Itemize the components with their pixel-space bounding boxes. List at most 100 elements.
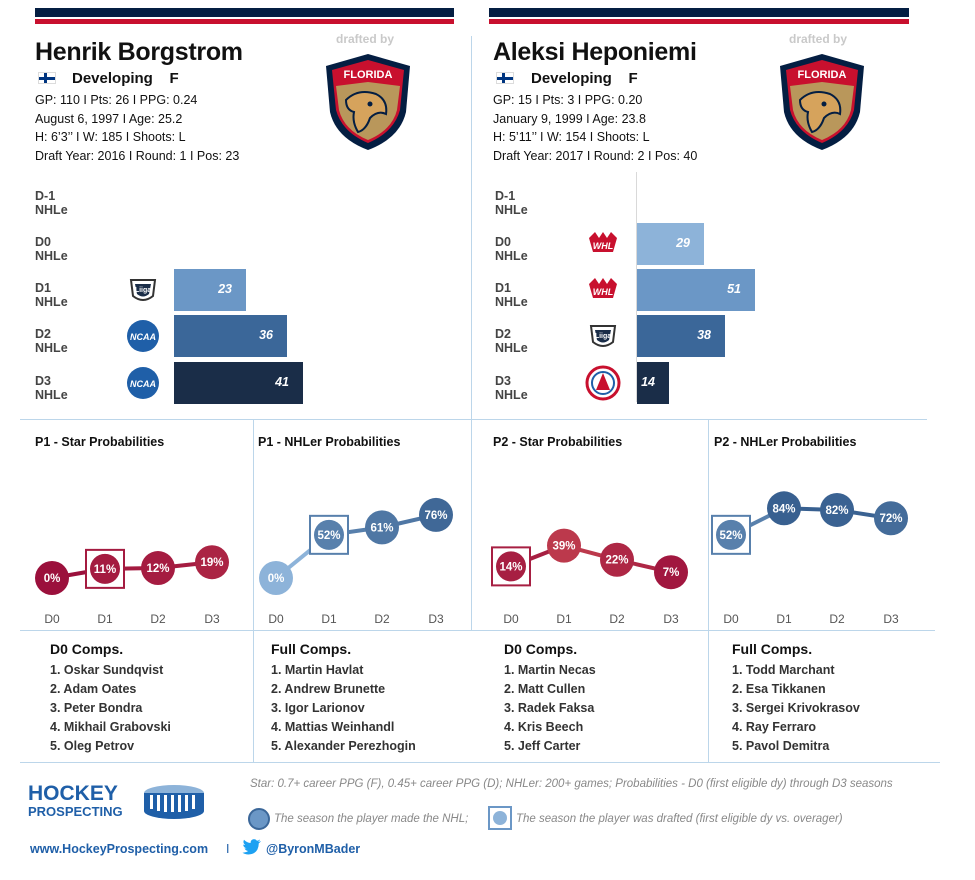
nhl-season-legend-icon [248, 808, 270, 830]
player-info: GP: 15 I Pts: 3 I PPG: 0.20 January 9, 1… [493, 91, 697, 165]
methodology-note: Star: 0.7+ career PPG (F), 0.45+ career … [250, 778, 893, 790]
x-tick-label: D2 [609, 612, 625, 626]
header-stripe-left [35, 8, 454, 28]
x-tick-label: D3 [663, 612, 679, 626]
nhle-row-label: D-1 NHLe [495, 189, 528, 217]
twitter-handle[interactable]: @ByronMBader [266, 842, 361, 856]
data-point [314, 519, 344, 550]
comp-item: 3. Igor Larionov [271, 701, 365, 715]
section-rule [20, 419, 927, 420]
footer-rule [20, 762, 940, 763]
info-line: H: 6’3’’ I W: 185 I Shoots: L [35, 130, 186, 144]
legend-drafted-text: The season the player was drafted (first… [516, 813, 843, 825]
nhle-bar: 38 [637, 315, 725, 357]
nhle-row-label: D0 NHLe [35, 235, 68, 263]
comps-full-player-2: Full Comps. 1. Todd Marchant 2. Esa Tikk… [732, 641, 860, 756]
svg-text:WHL: WHL [593, 287, 614, 297]
hockey-prospecting-logo[interactable]: HOCKEY PROSPECTING [28, 783, 123, 820]
comp-item: 4. Mattias Weinhandl [271, 720, 395, 734]
liiga-icon: Liiga [589, 325, 617, 347]
info-line: GP: 110 I Pts: 26 I PPG: 0.24 [35, 93, 198, 107]
data-label: 0% [268, 573, 285, 585]
data-point [716, 519, 746, 550]
column-divider [471, 36, 472, 631]
data-label: 0% [44, 573, 61, 585]
data-point [35, 561, 69, 595]
comp-item: 5. Alexander Perezhogin [271, 739, 416, 753]
x-tick-label: D1 [556, 612, 572, 626]
data-label: 52% [719, 530, 742, 542]
chart-title: P2 - NHLer Probabilities [714, 435, 857, 449]
info-line: GP: 15 I Pts: 3 I PPG: 0.20 [493, 93, 643, 107]
comps-d0-player-2: D0 Comps. 1. Martin Necas 2. Matt Cullen… [504, 641, 596, 756]
panel-divider [708, 420, 709, 762]
comp-item: 2. Andrew Brunette [271, 682, 386, 696]
whl-icon: WHL [589, 278, 617, 298]
comp-item: 3. Radek Faksa [504, 701, 595, 715]
nhle-row-label: D2 NHLe [495, 327, 528, 355]
liiga-icon: Liiga [129, 279, 157, 301]
svg-text:NCAA: NCAA [130, 379, 156, 389]
data-label: 22% [605, 555, 628, 567]
data-point [259, 561, 293, 595]
bar-axis-line [636, 172, 637, 402]
nhle-bar: 41 [174, 362, 303, 404]
x-tick-label: D0 [44, 612, 60, 626]
nhle-row-label: D3 NHLe [35, 374, 68, 402]
info-line: Draft Year: 2017 I Round: 2 I Pos: 40 [493, 148, 698, 163]
x-tick-label: D0 [503, 612, 519, 626]
svg-text:NCAA: NCAA [130, 332, 156, 342]
nhle-bar-value: 41 [275, 375, 289, 389]
header-stripe-right [489, 8, 909, 28]
data-point [496, 551, 526, 582]
nhle-bar-value: 14 [641, 375, 655, 389]
comp-item: 4. Mikhail Grabovski [50, 720, 171, 734]
comps-full-player-1: Full Comps. 1. Martin Havlat 2. Andrew B… [271, 641, 416, 756]
x-tick-label: D2 [374, 612, 390, 626]
comp-item: 1. Martin Havlat [271, 663, 364, 677]
data-point [90, 553, 120, 584]
comp-item: 5. Oleg Petrov [50, 739, 135, 753]
twitter-icon[interactable] [242, 838, 262, 856]
x-tick-label: D1 [321, 612, 337, 626]
drafted-by-label: drafted by [336, 32, 395, 46]
ahl-icon [585, 365, 621, 401]
comp-item: 2. Adam Oates [50, 682, 137, 696]
nhle-bar: 36 [174, 315, 287, 357]
nhler-probability-chart-player-2: 52% 84% 82% 72% D0 D1 D2 D3 [711, 491, 908, 626]
data-point [547, 528, 581, 563]
finland-flag-icon [496, 72, 514, 84]
comp-item: 2. Esa Tikkanen [732, 682, 826, 696]
x-tick-label: D2 [150, 612, 166, 626]
data-point [600, 542, 634, 577]
nhle-bar-value: 38 [697, 328, 711, 342]
data-label: 61% [370, 522, 393, 534]
svg-text:Liiga: Liiga [595, 333, 611, 340]
comps-title: Full Comps. [732, 641, 813, 657]
x-tick-label: D1 [776, 612, 792, 626]
data-label: 7% [663, 567, 680, 579]
footer-separator: I [226, 842, 230, 856]
logo-text: FLORIDA [344, 69, 393, 81]
data-label: 39% [552, 541, 575, 553]
data-label: 82% [825, 505, 848, 517]
player-status: Developing F [531, 70, 638, 87]
hockey-puck-icon [144, 785, 204, 819]
chart-title: P2 - Star Probabilities [493, 435, 623, 449]
nhle-bar-value: 23 [218, 282, 232, 296]
chart-title: P1 - NHLer Probabilities [258, 435, 401, 449]
finland-flag-icon [38, 72, 56, 84]
comp-item: 5. Pavol Demitra [732, 739, 830, 753]
comp-item: 4. Ray Ferraro [732, 720, 817, 734]
player-name: Aleksi Heponiemi [493, 38, 697, 66]
player-name: Henrik Borgstrom [35, 38, 243, 66]
comp-item: 5. Jeff Carter [504, 739, 581, 753]
nhle-bar: 14 [637, 362, 669, 404]
nhle-bar-value: 29 [676, 236, 690, 250]
website-link[interactable]: www.HockeyProspecting.com [30, 842, 209, 856]
data-point [874, 501, 908, 536]
data-label: 52% [317, 530, 340, 542]
nhle-row-label: D2 NHLe [35, 327, 68, 355]
data-point [820, 492, 854, 527]
nhle-bar-value: 36 [259, 328, 273, 342]
